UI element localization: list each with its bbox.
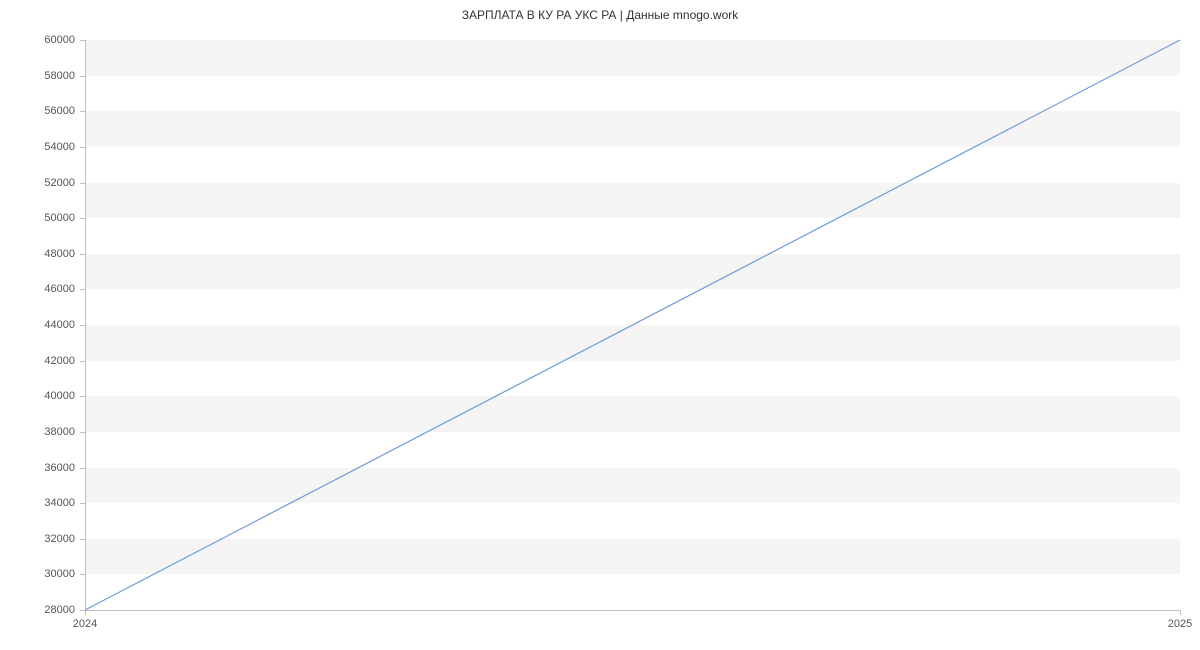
y-tick-label: 50000	[44, 212, 85, 224]
series-line	[85, 40, 1180, 610]
line-series	[85, 40, 1180, 610]
x-tick-mark	[1180, 610, 1181, 615]
y-tick-label: 38000	[44, 426, 85, 438]
y-tick-label: 54000	[44, 141, 85, 153]
y-tick-label: 34000	[44, 497, 85, 509]
y-tick-label: 48000	[44, 248, 85, 260]
x-axis-line	[85, 610, 1180, 611]
y-tick-label: 32000	[44, 533, 85, 545]
y-tick-label: 42000	[44, 355, 85, 367]
x-tick-mark	[85, 610, 86, 615]
chart-title: ЗАРПЛАТА В КУ РА УКС РА | Данные mnogo.w…	[0, 8, 1200, 22]
y-tick-label: 44000	[44, 319, 85, 331]
y-tick-label: 36000	[44, 462, 85, 474]
y-tick-label: 30000	[44, 568, 85, 580]
plot-area: 2800030000320003400036000380004000042000…	[85, 40, 1180, 610]
y-tick-label: 40000	[44, 390, 85, 402]
y-tick-label: 56000	[44, 105, 85, 117]
y-tick-label: 60000	[44, 34, 85, 46]
y-tick-label: 46000	[44, 283, 85, 295]
y-tick-label: 58000	[44, 70, 85, 82]
y-tick-label: 52000	[44, 177, 85, 189]
